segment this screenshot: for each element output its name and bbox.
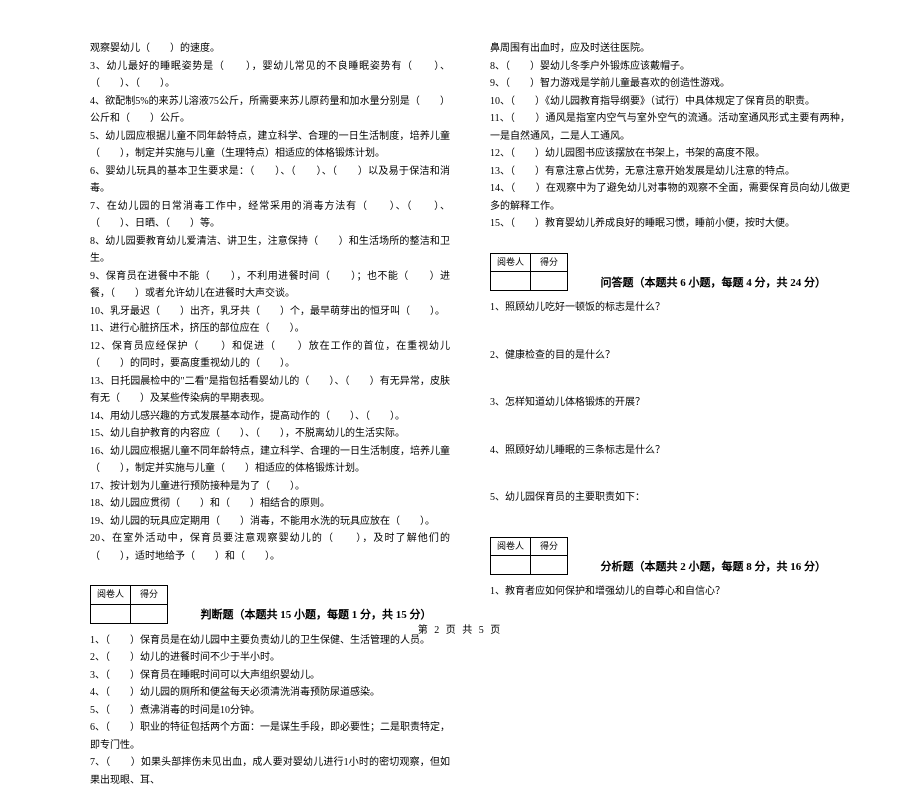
qa-item: 3、怎样知道幼儿体格锻炼的开展？ xyxy=(490,394,850,412)
score-box-cell xyxy=(491,272,531,291)
fill-item: 3、幼儿最好的睡眠姿势是（ ），婴幼儿常见的不良睡眠姿势有（ ）、（ ）、（ ）… xyxy=(90,58,450,93)
judge-item: 12、（ ）幼儿园图书应该摆放在书架上，书架的高度不限。 xyxy=(490,145,850,163)
judge-item: 4、（ ）幼儿园的厕所和便盆每天必须清洗消毒预防尿道感染。 xyxy=(90,684,450,702)
fill-item: 18、幼儿园应贯彻（ ）和（ ）相结合的原则。 xyxy=(90,495,450,513)
judge-item: 10、（ ）《幼儿园教育指导纲要》（试行）中具体规定了保育员的职责。 xyxy=(490,93,850,111)
qa-item: 1、照顾幼儿吃好一顿饭的标志是什么？ xyxy=(490,299,850,317)
judge-item: 11、（ ）通风是指室内空气与室外空气的流通。活动室通风形式主要有两种，一是自然… xyxy=(490,110,850,145)
score-box-col: 得分 xyxy=(531,253,568,272)
fill-item: 13、日托园晨检中的"二看"是指包括看婴幼儿的（ ）、（ ）有无异常，皮肤有无（… xyxy=(90,373,450,408)
left-column: 观察婴幼儿（ ）的速度。 3、幼儿最好的睡眠姿势是（ ），婴幼儿常见的不良睡眠姿… xyxy=(90,40,450,789)
judge-section-header: 阅卷人 得分 判断题（本题共 15 小题，每题 1 分，共 15 分） xyxy=(90,571,450,626)
judge-item: 2、（ ）幼儿的进餐时间不少于半小时。 xyxy=(90,649,450,667)
fill-item: 12、保育员应经保护（ ）和促进（ ）放在工作的首位，在重视幼儿（ ）的同时，要… xyxy=(90,338,450,373)
score-box: 阅卷人 得分 xyxy=(490,537,568,576)
score-box-col: 阅卷人 xyxy=(491,537,531,556)
fill-item: 8、幼儿园要教育幼儿爱清洁、讲卫生，注意保持（ ）和生活场所的整洁和卫生。 xyxy=(90,233,450,268)
score-box-col: 阅卷人 xyxy=(91,586,131,605)
qa-item: 4、照顾好幼儿睡眠的三条标志是什么？ xyxy=(490,442,850,460)
right-column: 鼻周围有出血时，应及时送往医院。 8、（ ）婴幼儿冬季户外锻炼应该戴帽子。 9、… xyxy=(490,40,850,789)
judge-item: 鼻周围有出血时，应及时送往医院。 xyxy=(490,40,850,58)
fill-item: 4、欲配制5%的来苏儿溶液75公斤，所需要来苏儿原药量和加水量分别是（ ）公斤和… xyxy=(90,93,450,128)
analysis-item: 1、教育者应如何保护和增强幼儿的自尊心和自信心？ xyxy=(490,583,850,601)
fill-item: 19、幼儿园的玩具应定期用（ ）消毒，不能用水洗的玩具应放在（ ）。 xyxy=(90,513,450,531)
fill-item: 7、在幼儿园的日常消毒工作中，经常采用的消毒方法有（ ）、（ ）、（ ）、日晒、… xyxy=(90,198,450,233)
score-box-cell xyxy=(491,556,531,575)
fill-item: 9、保育员在进餐中不能（ ），不利用进餐时间（ ）；也不能（ ）进餐，（ ）或者… xyxy=(90,268,450,303)
qa-item: 2、健康检查的目的是什么？ xyxy=(490,347,850,365)
fill-item: 15、幼儿自护教育的内容应（ ）、（ ），不脱离幼儿的生活实际。 xyxy=(90,425,450,443)
fill-item: 10、乳牙最迟（ ）出齐，乳牙共（ ）个，最早萌芽出的恒牙叫（ ）。 xyxy=(90,303,450,321)
judge-item: 6、（ ）职业的特征包括两个方面：一是谋生手段，即必要性；二是职责特定，即专门性… xyxy=(90,719,450,754)
qa-item: 5、幼儿园保育员的主要职责如下： xyxy=(490,489,850,507)
judge-item: 14、（ ）在观察中为了避免幼儿对事物的观察不全面，需要保育员向幼儿做更多的解释… xyxy=(490,180,850,215)
qa-title: 问答题（本题共 6 小题，每题 4 分，共 24 分） xyxy=(601,274,827,293)
score-box-col: 得分 xyxy=(131,586,168,605)
score-box-cell xyxy=(531,556,568,575)
judge-item: 8、（ ）婴幼儿冬季户外锻炼应该戴帽子。 xyxy=(490,58,850,76)
judge-item: 3、（ ）保育员在睡眠时间可以大声组织婴幼儿。 xyxy=(90,667,450,685)
page-footer: 第 2 页 共 5 页 xyxy=(0,621,920,636)
score-box-col: 阅卷人 xyxy=(491,253,531,272)
score-box-col: 得分 xyxy=(531,537,568,556)
fill-item: 14、用幼儿感兴趣的方式发展基本动作，提高动作的（ ）、（ ）。 xyxy=(90,408,450,426)
fill-item: 20、在室外活动中，保育员要注意观察婴幼儿的（ ），及时了解他们的（ ），适时地… xyxy=(90,530,450,565)
qa-section-header: 阅卷人 得分 问答题（本题共 6 小题，每题 4 分，共 24 分） xyxy=(490,239,850,294)
fill-item: 5、幼儿园应根据儿童不同年龄特点，建立科学、合理的一日生活制度，培养儿童（ ），… xyxy=(90,128,450,163)
two-column-layout: 观察婴幼儿（ ）的速度。 3、幼儿最好的睡眠姿势是（ ），婴幼儿常见的不良睡眠姿… xyxy=(90,40,850,789)
judge-item: 7、（ ）如果头部摔伤未见出血，成人要对婴幼儿进行1小时的密切观察，但如果出现眼… xyxy=(90,754,450,789)
analysis-section-header: 阅卷人 得分 分析题（本题共 2 小题，每题 8 分，共 16 分） xyxy=(490,523,850,578)
fill-item: 观察婴幼儿（ ）的速度。 xyxy=(90,40,450,58)
fill-item: 11、进行心脏挤压术，挤压的部位应在（ ）。 xyxy=(90,320,450,338)
judge-item: 15、（ ）教育婴幼儿养成良好的睡眠习惯，睡前小便，按时大便。 xyxy=(490,215,850,233)
analysis-title: 分析题（本题共 2 小题，每题 8 分，共 16 分） xyxy=(601,558,827,577)
judge-item: 9、（ ）智力游戏是学前儿童最喜欢的创造性游戏。 xyxy=(490,75,850,93)
fill-item: 6、婴幼儿玩具的基本卫生要求是：（ ）、（ ）、（ ）以及易于保洁和消毒。 xyxy=(90,163,450,198)
page: 观察婴幼儿（ ）的速度。 3、幼儿最好的睡眠姿势是（ ），婴幼儿常见的不良睡眠姿… xyxy=(0,0,920,650)
score-box: 阅卷人 得分 xyxy=(90,585,168,624)
judge-item: 5、（ ）煮沸消毒的时间是10分钟。 xyxy=(90,702,450,720)
judge-item: 13、（ ）有意注意占优势，无意注意开始发展是幼儿注意的特点。 xyxy=(490,163,850,181)
fill-item: 17、按计划为儿童进行预防接种是为了（ ）。 xyxy=(90,478,450,496)
fill-item: 16、幼儿园应根据儿童不同年龄特点，建立科学、合理的一日生活制度，培养儿童（ ）… xyxy=(90,443,450,478)
score-box: 阅卷人 得分 xyxy=(490,253,568,292)
score-box-cell xyxy=(531,272,568,291)
